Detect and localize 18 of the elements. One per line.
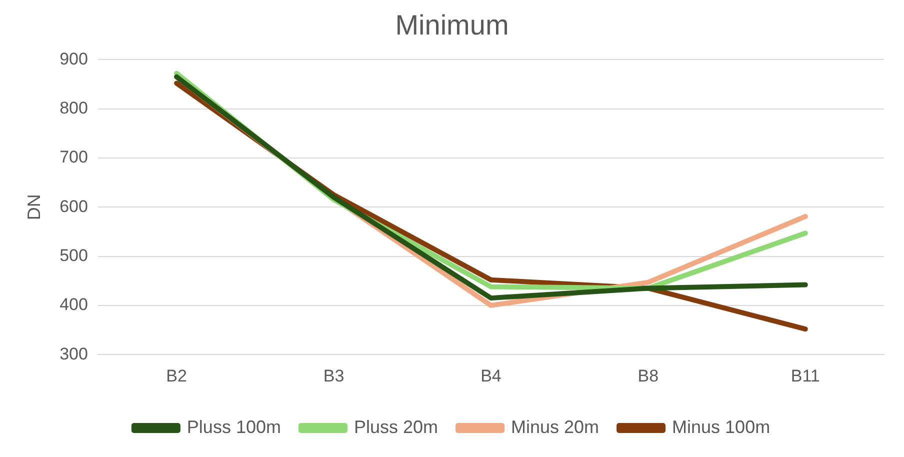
legend-label: Minus 100m: [672, 416, 770, 437]
x-tick-label: B2: [166, 366, 187, 386]
y-tick-label: 400: [60, 295, 88, 314]
x-tick-label: B4: [480, 366, 502, 386]
y-tick-label: 700: [60, 148, 88, 167]
x-tick-label: B8: [638, 366, 659, 386]
legend-label: Pluss 20m: [354, 416, 438, 437]
chart-title: Minimum: [395, 10, 509, 41]
y-tick-label: 300: [60, 344, 88, 364]
y-axis-title: DN: [24, 194, 44, 220]
x-tick-label: B11: [790, 366, 820, 386]
y-tick-label: 600: [60, 196, 88, 216]
y-tick-label: 900: [60, 49, 88, 68]
legend-label: Pluss 100m: [186, 416, 281, 437]
y-tick-label: 800: [60, 98, 88, 118]
y-tick-label: 500: [60, 246, 88, 265]
x-tick-label: B3: [323, 366, 344, 386]
legend-label: Minus 20m: [511, 416, 600, 437]
